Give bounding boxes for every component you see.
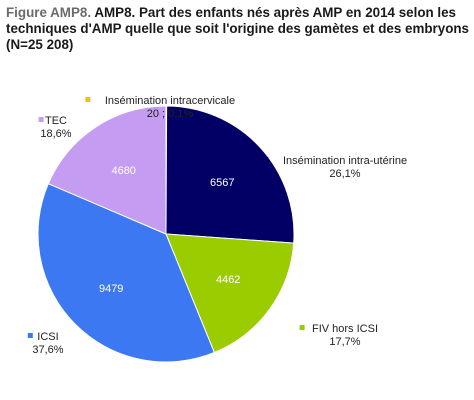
pie-slice-tec: [47, 105, 167, 235]
chart-title: Figure AMP8. AMP8. Part des enfants nés …: [6, 5, 472, 53]
data-label-name: ICSI: [37, 331, 58, 343]
pie-slice-fiv-hors-icsi: [165, 233, 295, 354]
slice-value-fiv-hors-icsi: 4462: [216, 274, 240, 286]
legend-key-insemination-intra-uterine: [263, 157, 269, 162]
figure-prefix: Figure AMP8.: [6, 5, 92, 20]
legend-key-icsi: [27, 333, 33, 338]
data-label-name: Insémination intracervicale: [105, 95, 235, 107]
data-label-name: FIV hors ICSI: [312, 323, 378, 335]
legend-key-tec: [38, 117, 44, 122]
data-label-name: Insémination intra-utérine: [283, 155, 407, 167]
figure-title-text: AMP8. Part des enfants nés après AMP en …: [6, 5, 470, 52]
data-label-percent: 20 ; 0,1%: [147, 108, 194, 120]
slice-value-icsi: 9479: [99, 283, 123, 295]
slice-value-tec: 4680: [111, 165, 135, 177]
data-label-name: TEC: [45, 115, 67, 127]
pie-slice-insemination-intra-uterine: [165, 105, 295, 244]
data-label-percent: 26,1%: [329, 168, 360, 180]
slice-value-insemination-intra-uterine: 6567: [210, 177, 234, 189]
legend-key-fiv-hors-icsi: [299, 325, 305, 330]
data-label-percent: 37,6%: [32, 344, 63, 356]
pie-slice-icsi: [37, 182, 216, 363]
data-label-percent: 18,6%: [40, 128, 71, 140]
legend-key-insemination-intracervicale: [85, 97, 91, 102]
data-label-percent: 17,7%: [329, 336, 360, 348]
